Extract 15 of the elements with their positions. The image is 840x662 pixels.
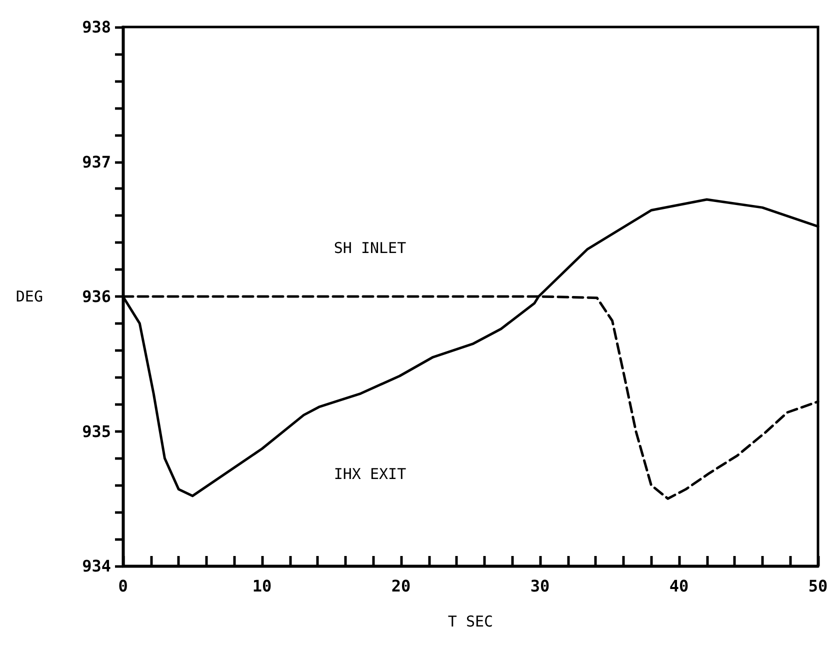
y-tick-label: 937 xyxy=(82,152,111,172)
x-tick-label: 10 xyxy=(252,576,272,596)
y-tick-label: 934 xyxy=(82,556,111,576)
annotation: IHX EXIT xyxy=(334,465,406,483)
x-tick-label: 40 xyxy=(669,576,689,596)
x-tick-label: 20 xyxy=(391,576,411,596)
x-axis-title: T SEC xyxy=(448,612,494,630)
x-tick-label: 0 xyxy=(118,576,128,596)
y-tick-label: 936 xyxy=(82,287,111,306)
y-tick-label: 935 xyxy=(82,422,111,441)
x-tick-label: 50 xyxy=(808,576,828,596)
x-tick-label: 30 xyxy=(530,576,550,596)
y-tick-label: 938 xyxy=(82,18,111,36)
y-axis-title: DEG xyxy=(16,288,43,306)
annotation: SH INLET xyxy=(334,239,406,257)
